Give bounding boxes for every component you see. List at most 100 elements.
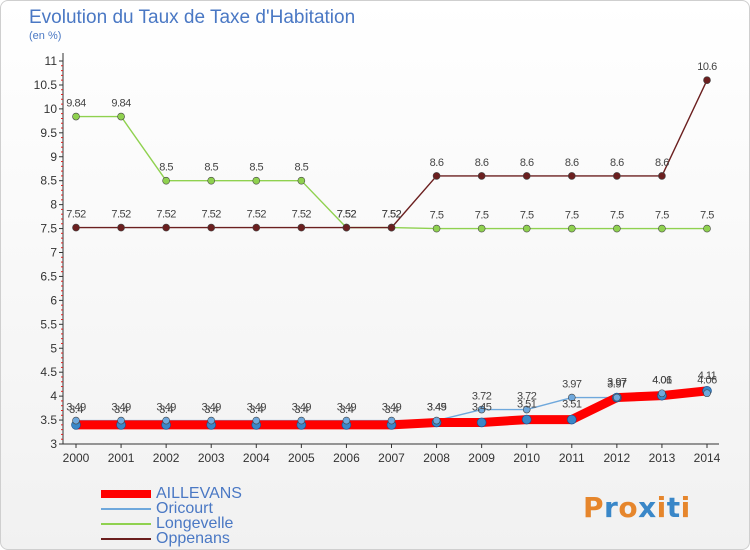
y-tick-label: 6.5 xyxy=(40,269,57,283)
legend-item-longevelle: Longevelle xyxy=(101,516,242,532)
data-point-oricourt xyxy=(567,393,576,402)
data-label-aillevans: 3.4 xyxy=(69,404,83,416)
chart-title: Evolution du Taux de Taxe d'Habitation xyxy=(29,7,356,28)
data-label-longevelle: 8.5 xyxy=(204,162,218,174)
data-point-oricourt xyxy=(522,405,531,414)
data-point-longevelle xyxy=(567,224,576,233)
data-label-oppenans: 8.6 xyxy=(475,157,489,169)
x-tick-label: 2009 xyxy=(468,451,495,465)
data-point-oppenans xyxy=(207,223,216,232)
x-tick-label: 2002 xyxy=(153,451,180,465)
x-tick-label: 2013 xyxy=(649,451,676,465)
data-label-oricourt: 3.49 xyxy=(427,402,447,414)
y-tick-label: 8 xyxy=(50,198,57,212)
data-label-oricourt: 3.49 xyxy=(202,402,222,414)
legend: AILLEVANS Oricourt Longevelle Oppenans xyxy=(101,486,242,547)
legend-swatch xyxy=(101,537,151,540)
data-label-longevelle: 7.5 xyxy=(430,210,444,222)
data-label-aillevans: 3.45 xyxy=(427,401,447,413)
data-point-oppenans xyxy=(477,172,486,180)
data-label-oppenans: 7.52 xyxy=(111,209,131,221)
data-point-longevelle xyxy=(72,112,80,121)
data-point-longevelle xyxy=(117,112,125,121)
x-tick-label: 2008 xyxy=(423,451,450,465)
y-tick-label: 4.5 xyxy=(40,365,57,379)
y-tick-label: 10.5 xyxy=(34,78,58,92)
x-tick-label: 2001 xyxy=(108,451,135,465)
legend-swatch xyxy=(101,522,151,525)
data-label-longevelle: 7.5 xyxy=(565,210,579,222)
data-label-aillevans: 3.51 xyxy=(517,399,537,411)
data-label-oppenans: 7.52 xyxy=(202,209,222,221)
data-label-longevelle: 8.5 xyxy=(249,162,263,174)
y-tick-label: 8.5 xyxy=(40,174,57,188)
legend-label: Oppenans xyxy=(156,530,230,547)
x-tick-label: 2004 xyxy=(243,451,270,465)
legend-item-oricourt: Oricourt xyxy=(101,500,242,517)
data-label-oppenans: 8.6 xyxy=(655,157,669,169)
data-label-longevelle: 7.5 xyxy=(610,210,624,222)
data-point-oppenans xyxy=(658,172,666,180)
data-label-oricourt: 4.06 xyxy=(652,374,672,386)
logo-letter: x xyxy=(638,491,657,524)
x-tick-label: 2005 xyxy=(288,451,315,465)
x-tick-label: 2011 xyxy=(559,451,585,465)
data-label-oricourt: 3.49 xyxy=(111,402,131,414)
data-label-oppenans: 7.52 xyxy=(247,209,267,221)
data-label-oppenans: 7.52 xyxy=(156,209,176,221)
data-label-oppenans: 8.6 xyxy=(610,157,624,169)
data-point-aillevans xyxy=(566,414,577,425)
logo-letter: o xyxy=(618,491,639,524)
data-point-oricourt xyxy=(387,416,396,425)
data-label-longevelle: 9.84 xyxy=(66,98,86,110)
data-label-aillevans: 3.4 xyxy=(204,404,218,416)
legend-label: Oricourt xyxy=(156,500,213,517)
data-label-oppenans: 7.52 xyxy=(66,209,86,221)
data-label-oppenans: 7.52 xyxy=(292,209,312,221)
data-label-longevelle: 7.5 xyxy=(655,210,669,222)
data-label-longevelle: 7.5 xyxy=(475,210,489,222)
data-label-oppenans: 8.6 xyxy=(430,157,444,169)
data-label-aillevans: 3.4 xyxy=(340,404,354,416)
data-point-oppenans xyxy=(162,223,170,232)
data-point-longevelle xyxy=(658,224,666,233)
x-tick-label: 2010 xyxy=(513,451,540,465)
chart-subtitle: (en %) xyxy=(29,30,62,42)
data-point-oricourt xyxy=(252,416,261,425)
y-tick-label: 7.5 xyxy=(40,222,57,236)
data-label-oppenans: 7.52 xyxy=(337,209,357,221)
y-tick-label: 3.5 xyxy=(40,413,57,427)
data-point-oricourt xyxy=(432,416,441,425)
data-label-longevelle: 9.84 xyxy=(111,98,131,110)
data-label-longevelle: 7.5 xyxy=(700,210,714,222)
data-point-oppenans xyxy=(613,172,621,180)
data-point-oppenans xyxy=(252,223,261,232)
data-label-longevelle: 8.5 xyxy=(159,162,173,174)
data-label-longevelle: 7.52 xyxy=(382,209,402,221)
y-tick-label: 11 xyxy=(45,54,58,68)
data-point-oppenans xyxy=(567,172,576,180)
x-tick-label: 2006 xyxy=(333,451,360,465)
data-point-longevelle xyxy=(252,176,261,185)
data-point-oricourt xyxy=(72,416,80,425)
data-label-oricourt: 3.49 xyxy=(337,402,357,414)
data-label-oricourt: 3.97 xyxy=(607,379,627,391)
x-tick-label: 2000 xyxy=(63,451,90,465)
data-point-oricourt xyxy=(613,393,621,402)
data-point-oricourt xyxy=(162,416,170,425)
data-label-aillevans: 3.51 xyxy=(562,399,582,411)
data-point-oppenans xyxy=(342,223,351,232)
data-label-aillevans: 3.4 xyxy=(159,404,173,416)
data-point-oppenans xyxy=(432,172,441,180)
data-point-oppenans xyxy=(297,223,306,232)
data-label-aillevans: 4.11 xyxy=(698,370,717,382)
y-tick-label: 6 xyxy=(50,293,57,307)
data-label-aillevans: 3.4 xyxy=(249,404,263,416)
data-point-oricourt xyxy=(477,405,486,414)
data-point-longevelle xyxy=(703,224,711,233)
y-tick-label: 3 xyxy=(50,437,57,451)
data-label-oppenans: 8.6 xyxy=(565,157,579,169)
proxiti-logo: Proxiti xyxy=(583,491,691,524)
data-label-longevelle: 7.5 xyxy=(520,210,534,222)
